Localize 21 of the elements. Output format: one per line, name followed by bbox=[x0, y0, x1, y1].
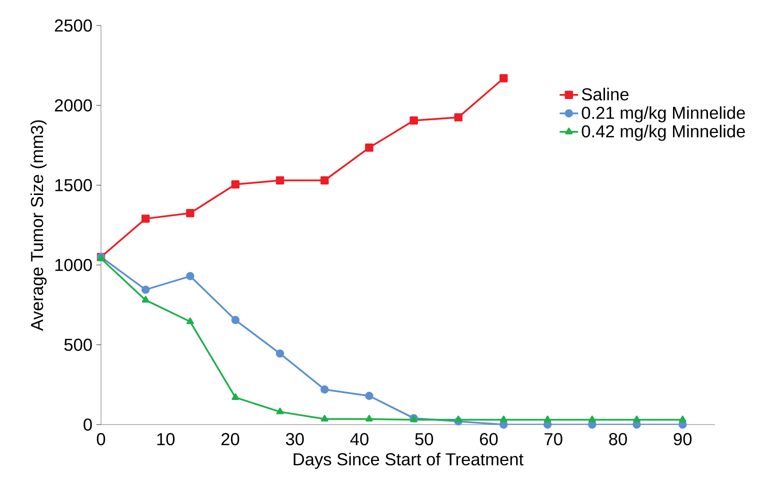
y-tick-label: 2500 bbox=[54, 20, 92, 32]
x-tick-label: 80 bbox=[609, 433, 627, 446]
x-tick-label: 30 bbox=[286, 433, 304, 446]
legend-label: 0.21 mg/kg Minnelide bbox=[582, 106, 745, 123]
y-tick-label: 500 bbox=[64, 338, 92, 352]
legend-label: 0.42 mg/kg Minnelide bbox=[582, 124, 745, 142]
y-tick-label: 1000 bbox=[55, 258, 92, 272]
x-axis-title: Days Since Start of Treatment bbox=[294, 452, 524, 470]
y-axis-title: Average Tumor Size (mm3) bbox=[30, 120, 47, 332]
x-tick-label: 50 bbox=[415, 433, 434, 446]
y-tick-label: 1500 bbox=[55, 179, 92, 192]
x-tick-label: 40 bbox=[350, 433, 368, 446]
x-tick-label: 70 bbox=[544, 433, 562, 446]
x-tick-label: 10 bbox=[157, 433, 175, 446]
x-tick-label: 0 bbox=[96, 433, 106, 446]
x-tick-label: 90 bbox=[674, 433, 692, 446]
y-tick-label: 2000 bbox=[54, 99, 92, 112]
legend-label: Saline bbox=[582, 88, 628, 101]
x-tick-label: 20 bbox=[221, 433, 240, 446]
x-tick-label: 60 bbox=[480, 433, 498, 446]
y-tick-label: 0 bbox=[84, 418, 92, 431]
